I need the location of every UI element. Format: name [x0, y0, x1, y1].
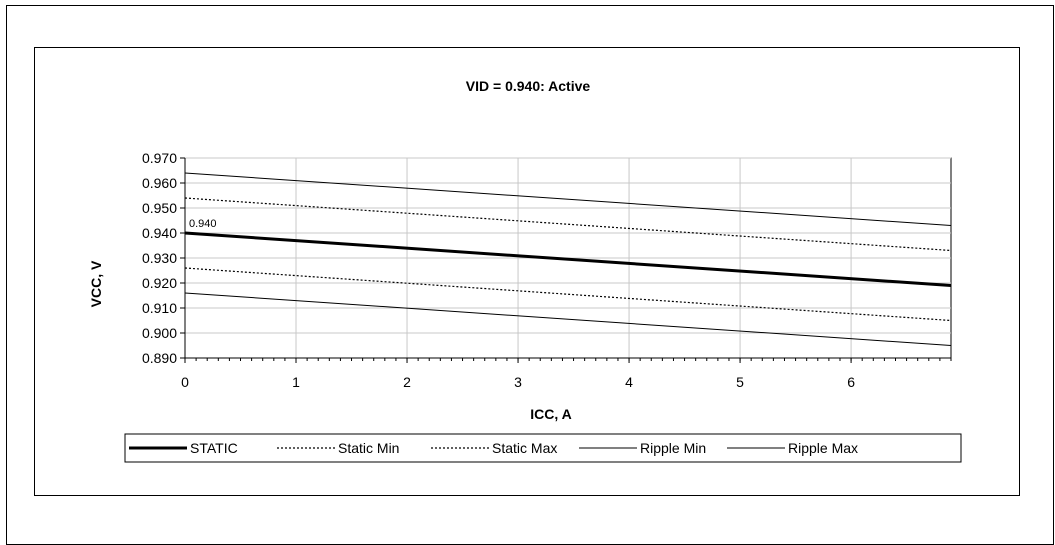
legend-entry-ripple-max: Ripple Max — [788, 440, 858, 456]
y-tick-label: 0.890 — [142, 350, 177, 366]
legend-entry-static-min: Static Min — [338, 440, 399, 456]
y-tick-label: 0.930 — [142, 250, 177, 266]
x-tick-label: 4 — [625, 374, 633, 390]
legend-box — [124, 433, 962, 463]
y-axis-title: VCC, V — [88, 260, 104, 307]
x-tick-label: 6 — [847, 374, 855, 390]
y-tick-label: 0.950 — [142, 200, 177, 216]
x-tick-label: 5 — [736, 374, 744, 390]
data-label-start: 0.940 — [189, 218, 217, 230]
series-line-static-max — [184, 197, 952, 252]
y-tick-label: 0.940 — [142, 225, 177, 241]
y-tick-label: 0.910 — [142, 300, 177, 316]
legend: STATIC Static Min Static Max Ripple Min Ripp… — [124, 433, 962, 463]
y-tick-label: 0.970 — [142, 150, 177, 166]
legend-entry-static: STATIC — [190, 440, 238, 456]
x-tick-label: 2 — [403, 374, 411, 390]
legend-entry-ripple-min: Ripple Min — [640, 440, 706, 456]
series-line-ripple-min — [184, 292, 952, 346]
y-tick-labels: 0.890 0.900 0.910 0.920 0.930 0.940 0.950 0.960… — [142, 150, 177, 366]
y-tick-label: 0.920 — [142, 275, 177, 291]
line-chart: VID = 0.940: Active 0.890 0.900 0.910 0.920… — [88, 78, 962, 463]
x-tick-labels: 0 1 2 3 4 5 6 — [181, 374, 855, 390]
legend-entry-static-max: Static Max — [492, 440, 557, 456]
series-line-ripple-max — [184, 172, 952, 226]
chart-title: VID = 0.940: Active — [466, 78, 591, 94]
y-tick-label: 0.900 — [142, 325, 177, 341]
series-line-static-min — [184, 267, 952, 322]
x-tick-label: 1 — [292, 374, 300, 390]
series-line-static — [184, 231, 952, 287]
x-tick-label: 0 — [181, 374, 189, 390]
series-lines — [184, 172, 952, 346]
x-tick-label: 3 — [514, 374, 522, 390]
chart-area: VID = 0.940: Active 0.890 0.900 0.910 0.920… — [34, 47, 1020, 496]
y-tick-label: 0.960 — [142, 175, 177, 191]
x-axis-title: ICC, A — [530, 406, 571, 422]
